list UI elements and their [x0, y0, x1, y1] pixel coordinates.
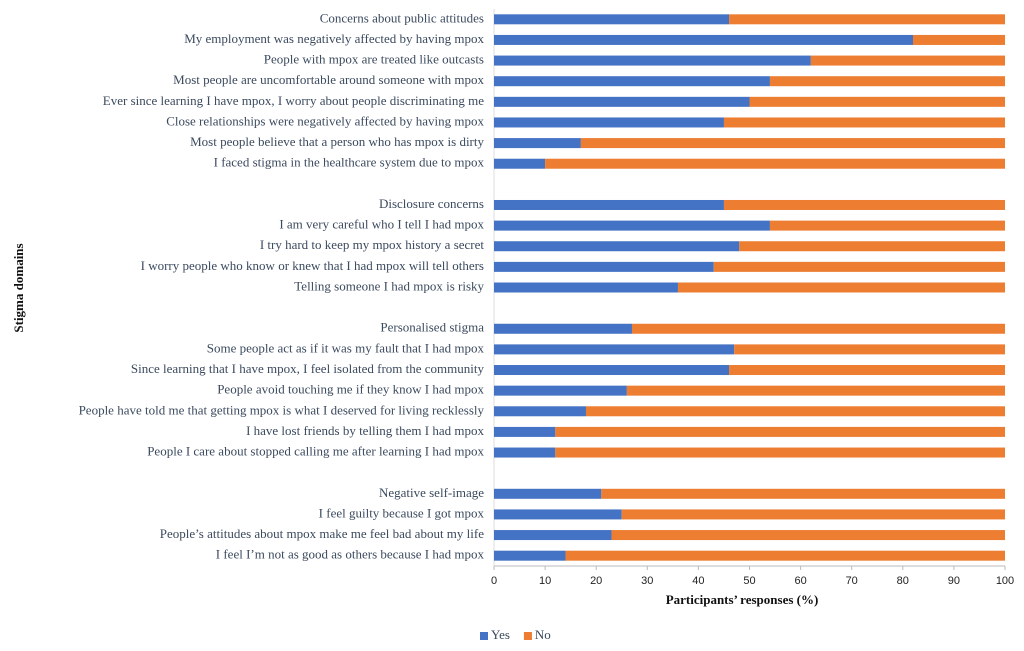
- bar-segment: [494, 282, 678, 293]
- x-tick-label: 100: [996, 575, 1014, 587]
- bar-segment: [494, 34, 914, 45]
- bar-segment: [749, 96, 1005, 107]
- y-tick-label: I have lost friends by telling them I ha…: [246, 423, 484, 438]
- y-tick-label: Concerns about public attitudes: [320, 10, 484, 25]
- bar-segment: [494, 488, 602, 499]
- bar-segment: [494, 55, 811, 66]
- bar-segment: [494, 261, 714, 272]
- y-tick-label: I feel guilty because I got mpox: [319, 505, 485, 520]
- bar-segment: [580, 138, 1005, 149]
- y-tick-label: People have told me that getting mpox is…: [79, 402, 485, 417]
- bar-segment: [494, 14, 730, 25]
- y-tick-label: I try hard to keep my mpox history a sec…: [260, 237, 485, 252]
- legend-label: No: [535, 627, 551, 642]
- y-tick-label: Some people act as if it was my fault th…: [207, 340, 485, 355]
- bar-segment: [555, 447, 1005, 458]
- y-axis-title: Stigma domains: [11, 243, 26, 332]
- legend-swatch: [523, 632, 532, 640]
- x-tick-label: 80: [897, 575, 909, 587]
- bar-segment: [734, 344, 1005, 355]
- bar-segment: [494, 138, 581, 149]
- y-tick-label: I worry people who know or knew that I h…: [141, 258, 484, 273]
- x-tick-label: 50: [743, 575, 755, 587]
- x-axis-title: Participants’ responses (%): [666, 592, 819, 607]
- bar-segment: [494, 96, 750, 107]
- y-tick-label: People’s attitudes about mpox make me fe…: [160, 526, 484, 541]
- bar-segment: [494, 365, 730, 376]
- bar-segment: [494, 241, 740, 252]
- bar-segment: [494, 385, 627, 396]
- legend-label: Yes: [491, 627, 510, 642]
- bar-segment: [585, 406, 1005, 417]
- y-tick-label: I faced stigma in the healthcare system …: [214, 155, 485, 170]
- y-tick-label: Since learning that I have mpox, I feel …: [131, 361, 485, 376]
- y-tick-label: Most people believe that a person who ha…: [190, 134, 484, 149]
- bar-segment: [494, 447, 556, 458]
- bar-segment: [555, 426, 1005, 437]
- bar-segment: [621, 509, 1005, 520]
- y-tick-label: Most people are uncomfortable around som…: [173, 72, 484, 87]
- bar-segment: [494, 117, 724, 128]
- bar-segment: [494, 76, 770, 87]
- x-tick-label: 20: [590, 575, 602, 587]
- y-tick-label: Telling someone I had mpox is risky: [294, 278, 484, 293]
- y-tick-label: My employment was negatively affected by…: [184, 31, 484, 46]
- x-tick-label: 60: [794, 575, 806, 587]
- bar-segment: [494, 323, 632, 334]
- bar-segment: [729, 365, 1005, 376]
- bar-segment: [913, 34, 1005, 45]
- y-tick-label: People I care about stopped calling me a…: [147, 444, 484, 459]
- bar-segment: [565, 550, 1005, 561]
- x-tick-label: 0: [491, 575, 497, 587]
- x-tick-label: 40: [692, 575, 704, 587]
- x-tick-label: 30: [641, 575, 653, 587]
- bar-segment: [810, 55, 1005, 66]
- bar-segment: [729, 14, 1005, 25]
- bar-segment: [626, 385, 1005, 396]
- legend-swatch: [480, 632, 488, 640]
- bar-segment: [713, 261, 1005, 272]
- bar-segment: [494, 220, 770, 231]
- bar-segment: [739, 241, 1005, 252]
- bar-segment: [494, 158, 546, 169]
- y-tick-label: People with mpox are treated like outcas…: [264, 52, 484, 67]
- bar-segment: [723, 199, 1005, 210]
- bar-segment: [631, 323, 1005, 334]
- x-tick-label: 70: [846, 575, 858, 587]
- bar-segment: [611, 530, 1005, 541]
- y-tick-label: Negative self-image: [379, 485, 484, 500]
- bar-segment: [494, 406, 586, 417]
- y-tick-label: Ever since learning I have mpox, I worry…: [103, 93, 484, 108]
- bar-segment: [677, 282, 1005, 293]
- bar-segment: [494, 550, 566, 561]
- bar-segment: [494, 426, 556, 437]
- y-tick-label: I feel I’m not as good as others because…: [216, 547, 485, 562]
- y-tick-label: I am very careful who I tell I had mpox: [279, 217, 484, 232]
- bar-segment: [769, 76, 1005, 87]
- y-tick-label: Personalised stigma: [380, 320, 484, 335]
- bar-segment: [494, 344, 735, 355]
- y-tick-label: Disclosure concerns: [379, 196, 484, 211]
- x-tick-label: 10: [539, 575, 551, 587]
- bar-segment: [769, 220, 1005, 231]
- bar-segment: [601, 488, 1005, 499]
- bar-segment: [545, 158, 1005, 169]
- y-tick-label: People avoid touching me if they know I …: [217, 382, 484, 397]
- x-tick-label: 90: [948, 575, 960, 587]
- bar-segment: [494, 530, 612, 541]
- bar-segment: [723, 117, 1005, 128]
- bar-segment: [494, 509, 622, 520]
- bar-segment: [494, 199, 724, 210]
- y-tick-label: Close relationships were negatively affe…: [166, 113, 484, 128]
